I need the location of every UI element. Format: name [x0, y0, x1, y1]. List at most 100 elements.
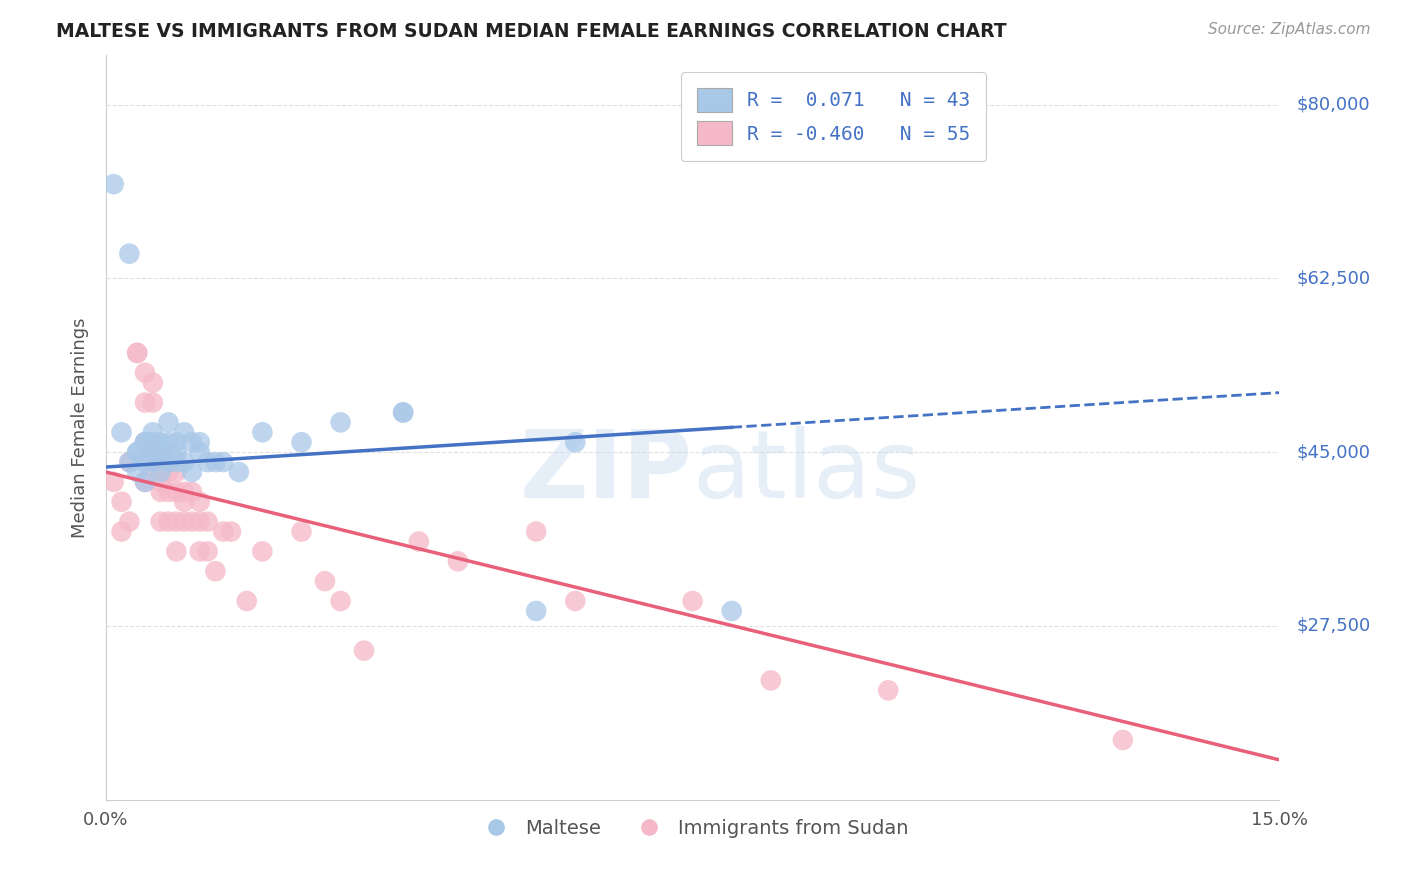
Point: [682, 594, 704, 608]
Point: [290, 524, 312, 539]
Point: [110, 495, 132, 509]
Point: [181, 435, 204, 450]
Point: [759, 673, 782, 688]
Point: [127, 346, 149, 360]
Point: [188, 435, 211, 450]
Point: [142, 395, 165, 409]
Point: [173, 425, 195, 440]
Point: [173, 455, 195, 469]
Text: atlas: atlas: [693, 426, 921, 518]
Point: [197, 544, 219, 558]
Point: [134, 475, 156, 489]
Point: [173, 484, 195, 499]
Point: [181, 484, 204, 499]
Point: [157, 455, 180, 469]
Text: $27,500: $27,500: [1296, 617, 1371, 635]
Point: [188, 515, 211, 529]
Point: [127, 465, 149, 479]
Point: [118, 455, 141, 469]
Point: [142, 445, 165, 459]
Point: [408, 534, 430, 549]
Text: $80,000: $80,000: [1296, 95, 1371, 114]
Point: [134, 366, 156, 380]
Point: [127, 346, 149, 360]
Point: [127, 445, 149, 459]
Point: [134, 475, 156, 489]
Point: [524, 604, 547, 618]
Point: [149, 465, 172, 479]
Point: [392, 405, 415, 419]
Point: [149, 445, 172, 459]
Point: [290, 435, 312, 450]
Point: [142, 445, 165, 459]
Point: [110, 524, 132, 539]
Point: [720, 604, 742, 618]
Text: MALTESE VS IMMIGRANTS FROM SUDAN MEDIAN FEMALE EARNINGS CORRELATION CHART: MALTESE VS IMMIGRANTS FROM SUDAN MEDIAN …: [56, 22, 1007, 41]
Point: [1112, 733, 1135, 747]
Point: [353, 643, 375, 657]
Point: [165, 484, 187, 499]
Point: [157, 455, 180, 469]
Point: [165, 435, 187, 450]
Point: [165, 465, 187, 479]
Point: [173, 515, 195, 529]
Point: [149, 465, 172, 479]
Point: [118, 246, 141, 260]
Point: [118, 455, 141, 469]
Point: [165, 544, 187, 558]
Point: [447, 554, 470, 568]
Point: [877, 683, 900, 698]
Point: [212, 524, 235, 539]
Text: $45,000: $45,000: [1296, 443, 1371, 461]
Point: [173, 495, 195, 509]
Point: [329, 594, 352, 608]
Point: [329, 416, 352, 430]
Text: ZIP: ZIP: [520, 426, 693, 518]
Point: [204, 564, 226, 578]
Point: [157, 515, 180, 529]
Point: [157, 465, 180, 479]
Point: [181, 465, 204, 479]
Point: [392, 405, 415, 419]
Point: [103, 177, 125, 191]
Point: [134, 395, 156, 409]
Point: [110, 425, 132, 440]
Point: [228, 465, 250, 479]
Point: [165, 455, 187, 469]
Point: [118, 515, 141, 529]
Legend: Maltese, Immigrants from Sudan: Maltese, Immigrants from Sudan: [468, 811, 917, 846]
Point: [235, 594, 257, 608]
Point: [564, 594, 586, 608]
Point: [157, 484, 180, 499]
Point: [181, 515, 204, 529]
Point: [142, 455, 165, 469]
Point: [219, 524, 242, 539]
Point: [157, 435, 180, 450]
Point: [165, 515, 187, 529]
Point: [204, 455, 226, 469]
Point: [212, 455, 235, 469]
Point: [188, 445, 211, 459]
Point: [142, 376, 165, 390]
Point: [142, 435, 165, 450]
Point: [197, 455, 219, 469]
Text: Source: ZipAtlas.com: Source: ZipAtlas.com: [1208, 22, 1371, 37]
Point: [134, 435, 156, 450]
Point: [252, 544, 274, 558]
Point: [142, 425, 165, 440]
Point: [149, 475, 172, 489]
Point: [127, 445, 149, 459]
Point: [134, 435, 156, 450]
Point: [149, 445, 172, 459]
Point: [134, 435, 156, 450]
Point: [314, 574, 336, 589]
Point: [165, 445, 187, 459]
Point: [142, 465, 165, 479]
Point: [149, 445, 172, 459]
Point: [252, 425, 274, 440]
Point: [134, 455, 156, 469]
Point: [564, 435, 586, 450]
Point: [149, 435, 172, 450]
Point: [149, 515, 172, 529]
Point: [197, 515, 219, 529]
